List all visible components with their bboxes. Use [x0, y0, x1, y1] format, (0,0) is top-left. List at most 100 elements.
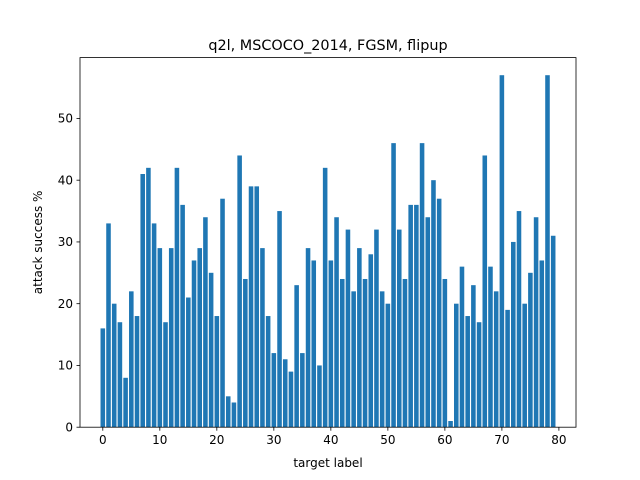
bar-36 — [305, 248, 311, 428]
bar-11 — [163, 322, 168, 428]
bar-70 — [499, 75, 505, 428]
bar-8 — [146, 167, 151, 428]
bar-38 — [317, 365, 322, 428]
bar-77 — [539, 260, 545, 428]
bar-28 — [260, 248, 265, 428]
bar-9 — [151, 223, 157, 428]
bar-19 — [208, 272, 214, 428]
bar-22 — [225, 396, 231, 428]
bar-63 — [459, 266, 465, 428]
bar-23 — [231, 402, 237, 428]
bar-0 — [100, 328, 106, 428]
bar-53 — [402, 278, 408, 428]
y-tick-label: 40 — [58, 173, 73, 187]
bar-52 — [396, 229, 402, 428]
bar-69 — [493, 291, 499, 428]
bar-54 — [408, 204, 413, 428]
bar-16 — [191, 260, 197, 428]
bar-74 — [522, 303, 527, 428]
bar-51 — [391, 143, 396, 428]
chart-title: q2l, MSCOCO_2014, FGSM, flipup — [208, 38, 447, 54]
bar-55 — [414, 204, 419, 428]
bar-series — [100, 75, 556, 428]
bar-43 — [345, 229, 351, 428]
bar-45 — [357, 248, 362, 428]
bar-49 — [379, 291, 385, 428]
y-tick-label: 30 — [58, 235, 73, 249]
bar-18 — [203, 217, 208, 428]
bar-64 — [465, 316, 470, 428]
bar-41 — [334, 217, 339, 428]
bar-21 — [220, 198, 225, 428]
bar-25 — [243, 278, 248, 428]
bar-14 — [180, 204, 185, 428]
bar-57 — [425, 217, 431, 428]
bar-73 — [516, 211, 522, 428]
bar-62 — [454, 303, 459, 428]
bar-26 — [248, 186, 254, 428]
bar-47 — [368, 254, 374, 428]
y-tick-label: 50 — [58, 112, 73, 126]
bar-34 — [294, 285, 299, 428]
bar-2 — [111, 303, 117, 428]
bar-13 — [174, 167, 180, 428]
x-tick-label: 80 — [551, 433, 566, 447]
bar-1 — [106, 223, 111, 428]
bar-17 — [197, 248, 202, 428]
bar-33 — [288, 371, 294, 428]
bar-31 — [277, 211, 282, 428]
bar-15 — [186, 297, 191, 428]
bar-4 — [123, 377, 128, 428]
bar-5 — [129, 291, 134, 428]
bar-6 — [134, 316, 140, 428]
bar-66 — [476, 322, 482, 428]
bar-78 — [545, 75, 550, 428]
bar-79 — [550, 235, 556, 428]
bar-65 — [471, 285, 476, 428]
bar-67 — [482, 155, 488, 428]
bar-24 — [237, 155, 242, 428]
bar-61 — [448, 421, 453, 428]
bar-48 — [374, 229, 379, 428]
x-tick-label: 40 — [323, 433, 338, 447]
y-tick-label: 0 — [65, 421, 73, 435]
y-axis-label: attack success % — [31, 191, 45, 295]
bar-59 — [436, 198, 442, 428]
bar-72 — [511, 241, 516, 428]
bar-71 — [505, 309, 510, 428]
bar-46 — [362, 278, 368, 428]
x-tick-label: 0 — [99, 433, 107, 447]
bar-44 — [351, 291, 356, 428]
bar-10 — [157, 248, 163, 428]
bar-29 — [265, 316, 271, 428]
x-tick-label: 10 — [152, 433, 167, 447]
x-tick-label: 60 — [437, 433, 452, 447]
bar-58 — [431, 180, 436, 428]
x-tick-label: 30 — [266, 433, 281, 447]
bar-50 — [385, 303, 391, 428]
y-axis-ticks: 0 10 20 30 40 50 — [58, 112, 80, 435]
x-tick-label: 50 — [380, 433, 395, 447]
x-axis-label: target label — [293, 456, 362, 470]
bar-3 — [117, 322, 123, 428]
bar-76 — [533, 217, 539, 428]
plot-frame — [79, 57, 577, 428]
bar-75 — [528, 272, 533, 428]
bar-40 — [328, 260, 334, 428]
y-tick-label: 10 — [58, 359, 73, 373]
bar-27 — [254, 186, 260, 428]
x-tick-label: 20 — [209, 433, 224, 447]
bar-68 — [488, 266, 493, 428]
bar-37 — [311, 260, 317, 428]
bar-56 — [419, 143, 425, 428]
bar-35 — [300, 353, 305, 428]
bar-39 — [322, 167, 328, 428]
y-tick-label: 20 — [58, 297, 73, 311]
bar-30 — [271, 353, 277, 428]
bar-20 — [214, 316, 220, 428]
bar-42 — [339, 278, 345, 428]
bar-32 — [282, 359, 288, 428]
bar-60 — [442, 278, 448, 428]
x-tick-label: 70 — [494, 433, 509, 447]
